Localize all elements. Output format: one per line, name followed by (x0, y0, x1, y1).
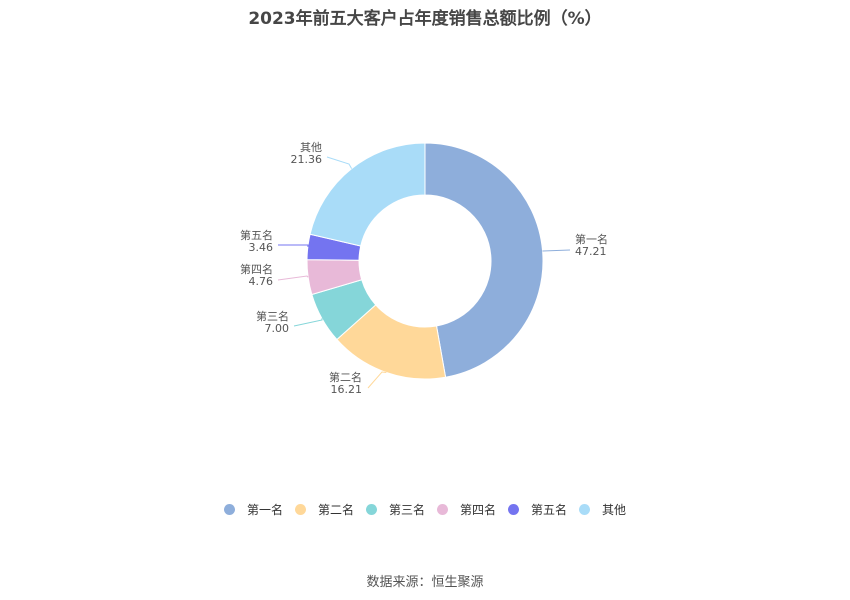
leader-line-1 (542, 249, 571, 252)
slice-label-category-5: 第五名 (240, 228, 273, 242)
legend-marker-2 (294, 503, 306, 515)
slice-label-value-5: 3.46 (249, 241, 274, 254)
slice-label-category-3: 第三名 (256, 309, 289, 323)
legend-marker-1 (223, 503, 235, 515)
leader-line-6 (326, 156, 353, 169)
data-source-note: 数据来源：恒生聚源 (366, 575, 484, 590)
legend-item-5[interactable]: 第五名 (508, 501, 567, 518)
leader-line-4 (277, 275, 309, 281)
legend-item-3[interactable]: 第三名 (365, 501, 425, 518)
legend-item-4[interactable]: 第四名 (437, 501, 496, 518)
slice-1[interactable] (424, 142, 544, 378)
leader-line-2 (367, 371, 387, 389)
slice-label-category-1: 第一名 (575, 232, 608, 246)
slice-label-value-2: 16.21 (331, 383, 363, 396)
leader-line-5 (278, 244, 309, 247)
legend-item-2[interactable]: 第二名 (294, 501, 354, 518)
legend-label-4: 第四名 (460, 502, 497, 517)
legend-marker-4 (437, 503, 448, 515)
slice-label-category-4: 第四名 (240, 262, 273, 276)
slice-6[interactable] (309, 142, 426, 247)
slice-label-value-1: 47.21 (575, 245, 607, 258)
slice-label-value-4: 4.76 (249, 275, 274, 288)
slice-label-category-6: 其他 (300, 141, 322, 154)
legend-label-5: 第五名 (531, 502, 568, 517)
legend-label-1: 第一名 (246, 502, 283, 517)
chart-legend: 第一名 第二名 第三名 第四名 第五名 其他 (0, 499, 850, 519)
legend-item-1[interactable]: 第一名 (223, 501, 283, 518)
legend-label-6: 其他 (602, 502, 627, 517)
legend-label-2: 第二名 (317, 502, 354, 517)
leader-lines-group (277, 156, 571, 389)
legend-marker-6 (579, 503, 591, 515)
leader-line-3 (293, 318, 323, 327)
legend-label-3: 第三名 (388, 502, 425, 517)
chart-title: 2023年前五大客户占年度销售总额比例（%） (248, 9, 602, 29)
slice-label-value-6: 21.36 (291, 153, 323, 166)
legend-marker-3 (365, 503, 377, 515)
slice-label-value-3: 7.00 (265, 322, 290, 335)
legend-item-6[interactable]: 其他 (579, 501, 626, 518)
slices-group (306, 142, 544, 380)
legend-marker-5 (508, 503, 520, 515)
slice-label-category-2: 第二名 (329, 370, 362, 384)
